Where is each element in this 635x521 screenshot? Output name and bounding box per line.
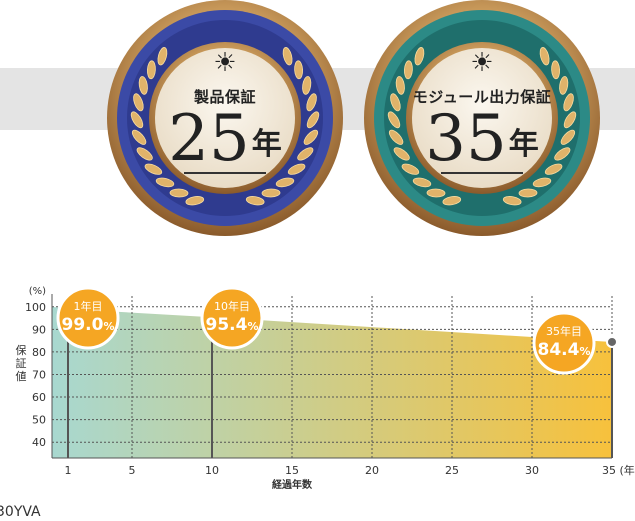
y-unit-label: (%): [29, 286, 46, 297]
x-tick-label: 10: [205, 464, 219, 477]
warranty-medal-module-output: ☀ モジュール出力保証 35年: [357, 0, 607, 240]
laurel-leaf: [387, 111, 401, 129]
y-tick-label: 80: [32, 346, 46, 359]
laurel-leaf: [539, 47, 550, 66]
y-axis-label: 保証値: [16, 343, 27, 383]
value-callout: 10年目 95.4%: [200, 286, 264, 350]
y-tick-label: 50: [32, 414, 46, 427]
laurel-leaf: [559, 76, 569, 95]
callout-value: 95.4%: [206, 315, 259, 335]
laurel-leaf: [275, 177, 295, 188]
laurel-leaf: [388, 129, 404, 145]
laurel-leaf: [306, 111, 320, 129]
x-tick-label: 15: [285, 464, 299, 477]
callout-bubble: [56, 286, 120, 350]
callout-bubble: [532, 311, 596, 375]
callout-year-label: 10年目: [214, 299, 250, 313]
laurel-leaf: [393, 147, 410, 161]
laurel-leaf: [302, 76, 312, 95]
laurel-leaf: [390, 93, 401, 112]
warranty-area: [52, 306, 612, 458]
x-tick-label: 30: [525, 464, 539, 477]
laurel-leaf: [169, 188, 189, 198]
laurel-leaf: [518, 188, 538, 198]
model-text-partial: 30YVA: [0, 504, 41, 520]
medal-number: 25: [168, 102, 250, 176]
laurel-leaf: [303, 129, 319, 145]
laurel-leaf: [146, 60, 156, 80]
laurel-leaf: [395, 76, 405, 95]
laurel-leaf: [442, 196, 462, 206]
laurel-leaf: [144, 163, 163, 175]
medal-underline: [184, 172, 266, 174]
laurel-leaf: [297, 147, 314, 161]
medal-label: 製品保証: [193, 88, 256, 106]
medal-years: 25年: [100, 104, 350, 174]
laurel-leaf: [131, 129, 147, 145]
medal-years: 35年: [357, 104, 607, 174]
laurel-leaf: [130, 111, 144, 129]
x-end-tick-label: 35 (年: [602, 463, 635, 477]
laurel-leaf: [133, 93, 144, 112]
warranty-medal-product: ☀ 製品保証 25年: [100, 0, 350, 240]
laurel-leaf: [155, 177, 175, 188]
callout-year-label: 1年目: [74, 299, 103, 313]
laurel-leaf: [502, 196, 522, 206]
x-tick-label: 5: [129, 464, 136, 477]
x-axis-label: 経過年数: [272, 478, 313, 491]
data-point: [606, 335, 618, 348]
medal-underline: [441, 172, 523, 174]
laurel-leaf: [563, 111, 577, 129]
laurel-leaf: [294, 60, 304, 80]
medal-number: 35: [425, 102, 507, 176]
x-tick-label: 25: [445, 464, 459, 477]
medal-unit: 年: [508, 127, 539, 162]
callout-year-label: 35年目: [546, 324, 582, 338]
laurel-leaf: [551, 60, 561, 80]
y-tick-label: 100: [25, 301, 46, 314]
y-tick-label: 40: [32, 436, 46, 449]
laurel-leaf: [563, 93, 574, 112]
laurel-leaf: [544, 163, 563, 175]
y-tick-label: 60: [32, 391, 46, 404]
medal-unit: 年: [251, 127, 282, 162]
sun-icon: ☀: [470, 48, 494, 78]
medal-ring-blue: [107, 0, 343, 236]
laurel-leaf: [287, 163, 306, 175]
laurel-leaf: [306, 93, 317, 112]
laurel-leaf: [157, 47, 168, 66]
laurel-leaf: [185, 196, 205, 206]
value-callout: 1年目 99.0%: [56, 286, 120, 350]
laurel-leaf: [401, 163, 420, 175]
value-callout: 35年目 84.4%: [532, 311, 596, 375]
laurel-leaf: [560, 129, 576, 145]
laurel-leaf: [554, 147, 571, 161]
sun-icon: ☀: [213, 48, 237, 78]
y-tick-label: 90: [32, 323, 46, 336]
x-tick-label: 1: [65, 464, 72, 477]
laurel-leaf: [282, 47, 293, 66]
y-tick-label: 70: [32, 368, 46, 381]
medal-label: モジュール出力保証: [412, 88, 552, 106]
laurel-leaf: [412, 177, 432, 188]
laurel-leaf: [414, 47, 425, 66]
laurel-leaf: [403, 60, 413, 80]
medal-ring-teal: [364, 0, 600, 236]
laurel-leaf: [138, 76, 148, 95]
callout-value: 84.4%: [538, 340, 591, 360]
laurel-leaf: [136, 147, 153, 161]
x-tick-label: 20: [365, 464, 379, 477]
laurel-leaf: [261, 188, 281, 198]
callout-value: 99.0%: [62, 315, 115, 335]
laurel-leaf: [532, 177, 552, 188]
callout-bubble: [200, 286, 264, 350]
laurel-leaf: [426, 188, 446, 198]
laurel-leaf: [245, 196, 265, 206]
